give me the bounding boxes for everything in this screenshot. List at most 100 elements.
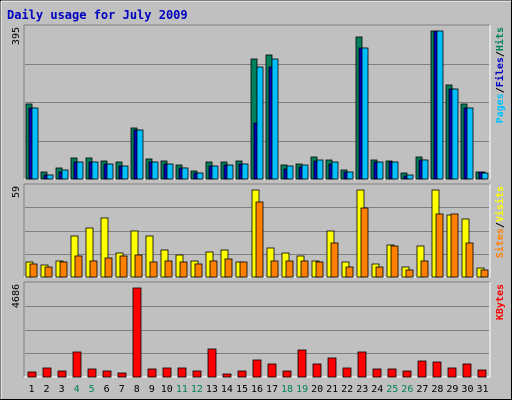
bar-sites-day-1 bbox=[29, 263, 38, 278]
bar-kbytes-day-29 bbox=[447, 367, 457, 378]
bar-sites-day-26 bbox=[405, 269, 414, 278]
x-tick-label: 9 bbox=[149, 384, 155, 395]
legend-label-: / bbox=[495, 222, 506, 228]
bar-pages-day-31 bbox=[481, 172, 489, 180]
x-tick-label: 12 bbox=[191, 384, 203, 395]
x-tick-label: 30 bbox=[461, 384, 473, 395]
bar-kbytes-day-17 bbox=[267, 363, 277, 378]
x-tick-label: 10 bbox=[161, 384, 173, 395]
bar-pages-day-17 bbox=[271, 58, 279, 180]
bar-kbytes-day-19 bbox=[297, 349, 307, 378]
bar-kbytes-day-26 bbox=[402, 370, 412, 378]
bar-pages-day-8 bbox=[136, 129, 144, 180]
bar-pages-day-2 bbox=[46, 174, 54, 180]
bar-kbytes-day-1 bbox=[27, 371, 37, 378]
x-tick-label: 31 bbox=[476, 384, 488, 395]
legend-label-files: Files bbox=[494, 57, 506, 87]
bar-pages-day-1 bbox=[31, 107, 39, 180]
x-tick-label: 28 bbox=[431, 384, 443, 395]
bar-visits-day-5 bbox=[85, 227, 94, 278]
bar-kbytes-day-24 bbox=[372, 368, 382, 378]
bar-sites-day-29 bbox=[450, 213, 459, 278]
bar-kbytes-day-21 bbox=[327, 357, 337, 378]
bar-visits-day-9 bbox=[145, 235, 154, 278]
bar-kbytes-day-16 bbox=[252, 359, 262, 378]
y-axis-max-label: 395 bbox=[11, 27, 22, 45]
bar-kbytes-day-3 bbox=[57, 370, 67, 378]
bar-kbytes-day-13 bbox=[207, 348, 217, 378]
bar-pages-day-16 bbox=[256, 66, 264, 180]
x-tick-label: 22 bbox=[341, 384, 353, 395]
bar-kbytes-day-23 bbox=[357, 351, 367, 378]
bar-sites-day-12 bbox=[194, 263, 203, 278]
bar-pages-day-10 bbox=[166, 163, 174, 180]
bar-sites-day-16 bbox=[255, 201, 264, 278]
x-tick-label: 21 bbox=[326, 384, 338, 395]
chart-title: Daily usage for July 2009 bbox=[7, 8, 188, 22]
bar-kbytes-day-4 bbox=[72, 351, 82, 378]
bar-sites-day-30 bbox=[465, 242, 474, 278]
x-tick-label: 20 bbox=[311, 384, 323, 395]
x-tick-label: 27 bbox=[416, 384, 428, 395]
bar-kbytes-day-27 bbox=[417, 360, 427, 378]
bar-sites-day-19 bbox=[300, 260, 309, 278]
bar-pages-day-18 bbox=[286, 165, 294, 180]
bar-sites-day-25 bbox=[390, 245, 399, 278]
bar-kbytes-day-18 bbox=[282, 370, 292, 378]
bar-sites-day-17 bbox=[270, 260, 279, 278]
bar-pages-day-24 bbox=[376, 161, 384, 180]
x-tick-label: 3 bbox=[59, 384, 65, 395]
bar-sites-day-20 bbox=[315, 261, 324, 278]
bar-pages-day-9 bbox=[151, 161, 159, 180]
bar-sites-day-15 bbox=[239, 261, 248, 278]
bar-kbytes-day-31 bbox=[477, 369, 487, 378]
x-tick-label: 14 bbox=[221, 384, 233, 395]
bar-pages-day-5 bbox=[91, 161, 99, 180]
bar-sites-day-3 bbox=[59, 261, 68, 278]
bar-kbytes-day-30 bbox=[462, 363, 472, 378]
x-tick-label: 4 bbox=[74, 384, 80, 395]
bar-pages-day-14 bbox=[226, 164, 234, 180]
bar-pages-day-4 bbox=[76, 161, 84, 180]
bar-pages-day-3 bbox=[61, 169, 69, 180]
bar-kbytes-day-5 bbox=[87, 368, 97, 378]
bar-sites-day-28 bbox=[435, 213, 444, 278]
bar-sites-day-4 bbox=[74, 255, 83, 278]
legend-label-: / bbox=[495, 51, 506, 57]
bar-visits-day-8 bbox=[130, 230, 139, 278]
bar-kbytes-day-6 bbox=[102, 370, 112, 378]
bar-pages-day-30 bbox=[466, 107, 474, 180]
bar-sites-day-24 bbox=[375, 266, 384, 278]
bar-kbytes-day-11 bbox=[177, 367, 187, 378]
y-axis-max-label: 4686 bbox=[11, 284, 22, 308]
x-tick-label: 26 bbox=[401, 384, 413, 395]
bar-pages-day-26 bbox=[406, 174, 414, 180]
bar-pages-day-7 bbox=[121, 165, 129, 180]
bar-kbytes-day-28 bbox=[432, 361, 442, 378]
panel-legend: Sites/Visits bbox=[494, 186, 506, 258]
bar-sites-day-11 bbox=[179, 261, 188, 278]
bar-kbytes-day-22 bbox=[342, 367, 352, 378]
bar-sites-day-2 bbox=[44, 266, 53, 278]
bar-kbytes-day-9 bbox=[147, 368, 157, 378]
x-tick-label: 18 bbox=[281, 384, 293, 395]
bar-pages-day-6 bbox=[106, 163, 114, 180]
bar-pages-day-19 bbox=[301, 164, 309, 180]
bar-sites-day-10 bbox=[164, 260, 173, 278]
legend-label-pages: Pages bbox=[495, 93, 506, 123]
bar-sites-day-6 bbox=[104, 257, 113, 278]
bar-pages-day-13 bbox=[211, 165, 219, 180]
bar-sites-day-23 bbox=[360, 207, 369, 278]
bar-pages-day-28 bbox=[436, 30, 444, 180]
x-tick-label: 23 bbox=[356, 384, 368, 395]
x-tick-label: 16 bbox=[251, 384, 263, 395]
x-tick-label: 7 bbox=[119, 384, 125, 395]
bar-pages-day-22 bbox=[346, 171, 354, 180]
legend-label-hits: Hits bbox=[494, 27, 506, 51]
bar-sites-day-18 bbox=[285, 260, 294, 278]
bar-sites-day-13 bbox=[209, 260, 218, 278]
bar-pages-day-12 bbox=[196, 172, 204, 180]
x-tick-label: 6 bbox=[104, 384, 110, 395]
bar-pages-day-20 bbox=[316, 159, 324, 180]
